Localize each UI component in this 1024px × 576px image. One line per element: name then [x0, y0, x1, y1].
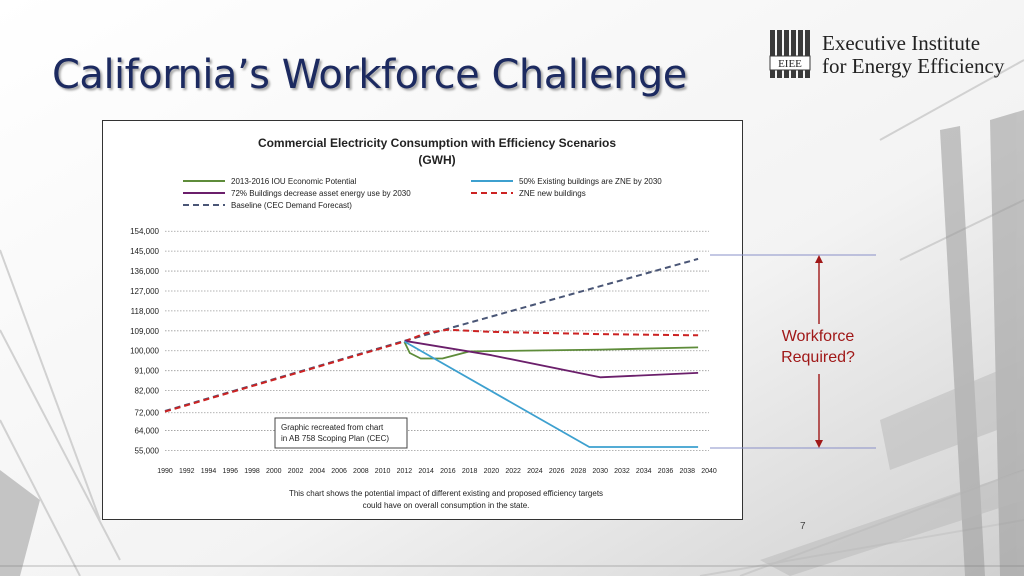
x-tick-label: 2016 — [440, 468, 456, 475]
chart-gridlines — [165, 230, 709, 451]
chart-legend: 2013-2016 IOU Economic Potential 72% Buil… — [183, 177, 662, 210]
chart-title: Commercial Electricity Consumption with … — [258, 136, 616, 150]
y-tick-label: 64,000 — [135, 426, 160, 435]
y-tick-label: 82,000 — [135, 387, 160, 396]
x-tick-label: 2018 — [462, 468, 478, 475]
series-line — [404, 339, 699, 379]
arrow-down-icon — [815, 440, 823, 448]
legend-label: ZNE new buildings — [519, 189, 586, 198]
callout-line-1: Workforce — [781, 328, 855, 345]
chart-subtitle: (GWH) — [418, 153, 455, 167]
x-tick-label: 2026 — [549, 468, 565, 475]
x-tick-label: 2024 — [527, 468, 543, 475]
x-tick-label: 2000 — [266, 468, 282, 475]
workforce-gap-marker — [710, 254, 876, 449]
x-tick-label: 2028 — [571, 468, 587, 475]
x-tick-label: 2036 — [658, 468, 674, 475]
x-axis: 1990 1992 1994 1996 1998 2000 2002 2004 2006 2008… — [157, 468, 717, 475]
y-tick-label: 118,000 — [131, 307, 160, 316]
x-tick-label: 1990 — [157, 468, 173, 475]
y-tick-label: 154,000 — [130, 227, 159, 236]
x-tick-label: 1994 — [201, 468, 217, 475]
y-tick-label: 100,000 — [130, 347, 159, 356]
source-note-box — [274, 417, 408, 449]
y-tick-label: 145,000 — [130, 247, 159, 256]
source-note-line-2: in AB 758 Scoping Plan (CEC) — [281, 434, 389, 443]
x-tick-label: 2020 — [484, 468, 500, 475]
chart-caption-line-2: could have on overall consumption in the… — [363, 501, 530, 510]
workforce-required-callout: Workforce Required? — [760, 326, 876, 368]
y-tick-label: 72,000 — [135, 409, 160, 418]
chart-series — [164, 257, 699, 448]
x-tick-label: 1996 — [222, 468, 238, 475]
x-tick-label: 2012 — [397, 468, 413, 475]
y-tick-label: 127,000 — [130, 287, 159, 296]
arrow-up-icon — [815, 255, 823, 263]
y-axis: 154,000 145,000 136,000 127,000 118,000 109,0… — [130, 227, 159, 455]
x-tick-label: 1992 — [179, 468, 195, 475]
x-tick-label: 2038 — [679, 468, 695, 475]
legend-label: 72% Buildings decrease asset energy use … — [231, 189, 411, 198]
x-tick-label: 2040 — [701, 468, 717, 475]
x-tick-label: 2002 — [288, 468, 304, 475]
legend-label: Baseline (CEC Demand Forecast) — [231, 201, 352, 210]
x-tick-label: 2010 — [375, 468, 391, 475]
slide-title: California’s Workforce Challenge — [52, 52, 687, 98]
consumption-chart: Commercial Electricity Consumption with … — [130, 136, 717, 510]
x-tick-label: 2032 — [614, 468, 630, 475]
x-tick-label: 2022 — [505, 468, 521, 475]
chart-caption-line-1: This chart shows the potential impact of… — [289, 489, 603, 498]
x-tick-label: 2008 — [353, 468, 369, 475]
x-tick-label: 2014 — [418, 468, 434, 475]
chart-panel: Commercial Electricity Consumption with … — [102, 120, 743, 520]
logo-text: Executive Institute for Energy Efficienc… — [822, 32, 1004, 78]
series-line — [164, 328, 699, 413]
x-tick-label: 2006 — [331, 468, 347, 475]
legend-label: 2013-2016 IOU Economic Potential — [231, 177, 357, 186]
page-number: 7 — [800, 521, 806, 532]
eiee-logo-mark: EIEE — [769, 30, 811, 78]
series-line — [403, 341, 699, 360]
y-tick-label: 136,000 — [130, 267, 159, 276]
y-tick-label: 55,000 — [135, 446, 160, 455]
eiee-logo: EIEE Executive Institute for Energy Effi… — [768, 28, 1018, 84]
logo-mark-text: EIEE — [778, 58, 802, 70]
callout-line-2: Required? — [781, 349, 855, 366]
x-tick-label: 2034 — [636, 468, 652, 475]
x-tick-label: 1998 — [244, 468, 260, 475]
logo-line-1: Executive Institute — [822, 31, 981, 55]
y-tick-label: 109,000 — [130, 327, 159, 336]
series-line — [403, 340, 699, 448]
y-tick-label: 91,000 — [135, 367, 160, 376]
x-tick-label: 2030 — [592, 468, 608, 475]
x-tick-label: 2004 — [310, 468, 326, 475]
source-note-line-1: Graphic recreated from chart — [281, 423, 384, 432]
logo-line-2: for Energy Efficiency — [822, 54, 1005, 78]
legend-label: 50% Existing buildings are ZNE by 2030 — [519, 177, 662, 186]
